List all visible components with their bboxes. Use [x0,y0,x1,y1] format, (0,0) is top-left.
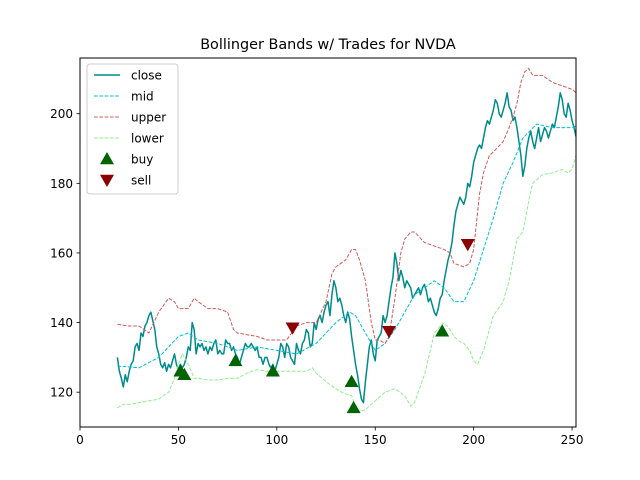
buy-marker [346,400,361,414]
sell-marker [285,322,300,335]
y-tick-label: 200 [50,107,73,121]
series-layer [116,67,576,412]
legend: close mid upper lower buy sell [86,63,179,195]
legend-buy-label: buy [131,153,153,167]
plot-frame [79,57,577,428]
legend-lower-label: lower [131,132,164,146]
buy-marker [435,324,450,337]
x-axis: 0 50 100 150 200 250 [76,427,584,447]
chart-title: Bollinger Bands w/ Trades for NVDA [200,37,456,53]
legend-buy-marker [100,152,114,165]
trade-markers [173,238,475,414]
series-close-line [116,92,576,404]
series-upper-line [117,67,576,344]
x-tick-label: 250 [561,433,584,447]
sell-marker [460,238,475,252]
legend-close-label: close [131,69,162,83]
x-tick-label: 150 [364,433,387,447]
buy-marker [177,367,192,381]
y-axis: 120 140 160 180 200 [50,107,80,400]
legend-sell-label: sell [131,174,151,188]
series-lower-line [117,155,576,412]
buy-marker [344,374,359,387]
y-tick-label: 180 [50,177,73,191]
x-tick-label: 0 [76,433,84,447]
y-tick-label: 140 [50,316,73,330]
legend-sell-marker [100,174,114,187]
buy-marker [265,364,280,377]
series-mid-line [117,123,576,369]
y-tick-label: 160 [50,246,73,260]
legend-mid-label: mid [131,90,154,104]
legend-upper-label: upper [131,111,166,125]
x-tick-label: 100 [265,433,288,447]
x-tick-label: 200 [462,433,485,447]
y-tick-label: 120 [50,386,73,400]
x-tick-label: 50 [171,433,186,447]
sell-marker [382,326,397,339]
buy-marker [228,353,243,367]
